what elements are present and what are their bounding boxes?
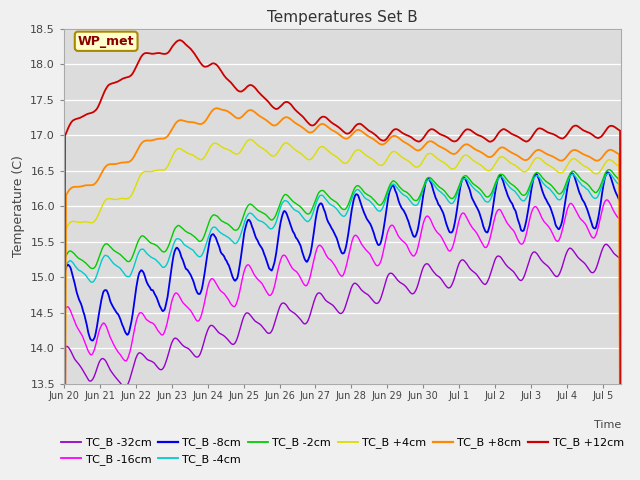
TC_B -8cm [598,196,605,202]
TC_B -16cm [346,249,353,254]
TC_B -32cm [426,263,433,269]
TC_B -4cm [605,170,613,176]
Line: TC_B -32cm: TC_B -32cm [64,244,621,480]
TC_B -16cm [531,204,539,209]
TC_B +4cm [532,156,540,161]
Title: Temperatures Set B: Temperatures Set B [267,10,418,25]
Text: Time: Time [593,420,621,430]
TC_B -8cm [531,172,539,178]
TC_B +4cm [93,215,100,221]
Y-axis label: Temperature (C): Temperature (C) [12,156,25,257]
TC_B -8cm [409,232,417,238]
TC_B -8cm [93,325,100,331]
Line: TC_B -16cm: TC_B -16cm [64,200,621,480]
TC_B +12cm [598,133,605,139]
TC_B +12cm [176,37,184,43]
TC_B -32cm [346,290,353,296]
TC_B -4cm [598,185,605,191]
TC_B +12cm [532,129,540,134]
TC_B +8cm [598,155,605,161]
TC_B -8cm [426,177,433,183]
TC_B +12cm [409,136,417,142]
TC_B -16cm [598,210,605,216]
TC_B -4cm [426,177,433,182]
Text: WP_met: WP_met [78,35,134,48]
Line: TC_B -8cm: TC_B -8cm [64,172,621,480]
TC_B -2cm [426,175,433,180]
TC_B -2cm [531,170,539,176]
TC_B -16cm [93,338,100,344]
Line: TC_B +12cm: TC_B +12cm [64,40,621,480]
TC_B -4cm [531,174,539,180]
TC_B -16cm [409,253,417,259]
TC_B -4cm [93,273,100,278]
TC_B +8cm [409,145,417,151]
TC_B -2cm [346,198,353,204]
Line: TC_B +8cm: TC_B +8cm [64,108,621,480]
TC_B -32cm [598,249,605,255]
TC_B +12cm [346,130,354,136]
Line: TC_B +4cm: TC_B +4cm [64,140,621,480]
TC_B -2cm [409,196,417,202]
TC_B +12cm [93,106,100,112]
TC_B -32cm [409,291,417,297]
TC_B -32cm [93,366,100,372]
TC_B -2cm [605,167,612,172]
TC_B -32cm [531,249,539,255]
TC_B +8cm [346,134,354,140]
TC_B +8cm [426,138,434,144]
TC_B +4cm [426,151,434,156]
TC_B +8cm [213,105,221,111]
TC_B +12cm [426,127,434,132]
TC_B -4cm [346,203,353,209]
TC_B +8cm [93,179,100,185]
TC_B +4cm [598,167,605,172]
TC_B -8cm [604,169,612,175]
TC_B +8cm [532,148,540,154]
TC_B -16cm [604,197,611,203]
TC_B +4cm [346,156,354,162]
TC_B -2cm [598,180,605,186]
Line: TC_B -2cm: TC_B -2cm [64,169,621,480]
Line: TC_B -4cm: TC_B -4cm [64,173,621,480]
TC_B -2cm [93,261,100,266]
TC_B -8cm [346,222,353,228]
Legend: TC_B -32cm, TC_B -16cm, TC_B -8cm, TC_B -4cm, TC_B -2cm, TC_B +4cm, TC_B +8cm, T: TC_B -32cm, TC_B -16cm, TC_B -8cm, TC_B … [61,437,624,465]
TC_B -32cm [602,241,610,247]
TC_B +4cm [246,137,254,143]
TC_B +4cm [409,162,417,168]
TC_B -4cm [409,201,417,207]
TC_B -16cm [426,215,433,221]
